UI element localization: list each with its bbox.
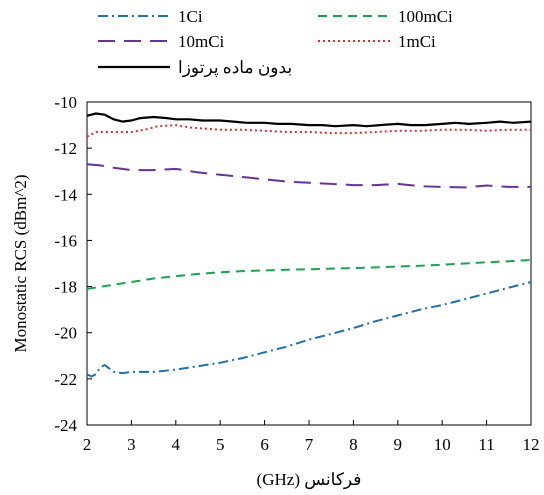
x-tick-label: 3 xyxy=(127,435,136,454)
x-tick-label: 7 xyxy=(305,435,314,454)
y-tick-label: -24 xyxy=(54,416,77,435)
x-tick-label: 12 xyxy=(523,435,540,454)
x-axis-label: فرکانس (GHz) xyxy=(257,470,362,490)
y-tick-label: -18 xyxy=(54,278,77,297)
legend-label-1ci: 1Ci xyxy=(178,7,203,26)
series-line-1ci xyxy=(86,281,532,378)
x-tick-label: 8 xyxy=(349,435,358,454)
series-layer xyxy=(86,112,532,378)
series-line-10mci xyxy=(86,163,531,189)
y-axis-label: Monostatic RCS (dBm^2) xyxy=(11,175,30,353)
x-tick-label: 10 xyxy=(434,435,451,454)
series-line-1mci xyxy=(86,124,531,138)
x-tick-label: 4 xyxy=(172,435,181,454)
x-tick-label: 11 xyxy=(478,435,494,454)
legend-label-1mci: 1mCi xyxy=(398,32,436,51)
series-line-radiation-free xyxy=(86,112,532,128)
x-tick-label: 5 xyxy=(216,435,225,454)
y-tick-label: -14 xyxy=(54,185,77,204)
y-tick-label: -20 xyxy=(54,324,77,343)
y-tick-label: -22 xyxy=(54,370,77,389)
y-tick-label: -12 xyxy=(54,139,77,158)
x-tick-label: 2 xyxy=(83,435,92,454)
ticks-layer: 2 3 4 5 6 7 8 9 10 11 12 -10 -12 -14 -16 -18 -20 -22 -24 xyxy=(54,93,539,454)
y-tick-label: -16 xyxy=(54,231,77,250)
legend-label-radiation-free: بدون ماده پرتوزا xyxy=(178,58,292,78)
x-tick-label: 6 xyxy=(260,435,269,454)
legend-label-100mci: 100mCi xyxy=(398,7,453,26)
y-tick-label: -10 xyxy=(54,93,77,112)
series-line-100mci xyxy=(86,259,532,290)
legend-label-10mci: 10mCi xyxy=(178,32,225,51)
plot-area: 2 3 4 5 6 7 8 9 10 11 12 -10 -12 -14 -16 -18 -20 -22 -24 xyxy=(54,93,539,454)
legend: 1Ci 100mCi 10mCi 1mCi بدون ماده پرتوزا xyxy=(98,7,453,78)
x-tick-label: 9 xyxy=(394,435,403,454)
